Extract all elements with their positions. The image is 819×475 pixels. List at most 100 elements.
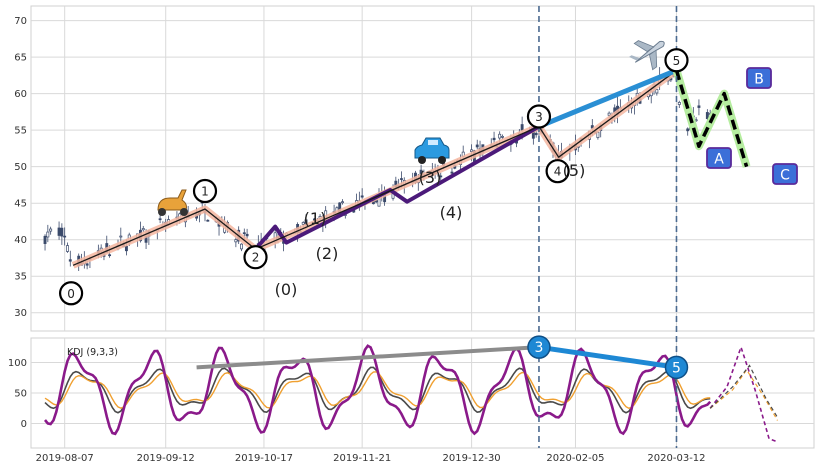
car-wheel (438, 156, 446, 164)
wave-circle-3 (526, 104, 552, 129)
subwave-label: (5) (563, 161, 586, 180)
correction-label-A: A (714, 152, 724, 168)
x-tick-label: 2019-12-30 (443, 453, 501, 464)
correction-label-C: C (780, 168, 790, 184)
candle-body (470, 149, 474, 152)
candle-body (85, 263, 89, 266)
kdj-lines (43, 344, 779, 443)
price-y-tick-label: 35 (14, 272, 27, 283)
wave-circle-1 (192, 178, 218, 204)
price-y-tick-label: 40 (14, 235, 27, 246)
candle-body (360, 195, 364, 198)
price-y-tick-label: 55 (14, 126, 27, 137)
wave-label-3: 3 (535, 110, 543, 124)
subwave-label: (3) (419, 168, 442, 187)
scooter-wheel (158, 208, 166, 216)
candle-body (119, 235, 123, 238)
candle-body (450, 171, 454, 174)
wave-circle-0 (58, 281, 84, 306)
candle-body (439, 175, 443, 178)
car-wheel (418, 156, 426, 164)
wave-circle-4 (545, 159, 570, 184)
wave-label-4: 4 (554, 165, 562, 179)
wave-circle-5 (664, 48, 689, 73)
kdj-y-tick-label: 100 (8, 358, 27, 369)
correction-box-C (772, 163, 798, 185)
candle-body (240, 243, 243, 250)
subwave-label: (4) (440, 203, 463, 222)
wave-labels: 0 1 2 3 4 5 (0) (1) (2) (3) (4) (5) A B C 3 5 (58, 48, 798, 380)
subwave-label: (1) (304, 209, 327, 228)
airplane-fuselage (634, 40, 665, 63)
candle-body (697, 105, 701, 108)
kdj-marker-5 (664, 355, 689, 380)
candle-body (57, 227, 61, 236)
candle-body (66, 245, 69, 252)
icons (157, 40, 665, 216)
candle-body (234, 239, 238, 243)
price-y-tick-label: 65 (14, 53, 27, 64)
scooter-body (157, 189, 187, 211)
candle-body (498, 133, 502, 139)
candle-body (141, 228, 145, 231)
correction-label-B: B (754, 72, 764, 88)
wave-label-1: 1 (201, 185, 209, 199)
subwave-label: (2) (316, 244, 339, 263)
candle-body (158, 218, 162, 221)
price-y-tick-label: 45 (14, 199, 27, 210)
correction-box-A (706, 147, 732, 169)
trend-line-3-5 (536, 67, 679, 129)
correction-line (674, 69, 749, 168)
price-y-ticks: 30 35 40 45 50 55 60 65 70 (14, 16, 27, 319)
wave-overlays (71, 67, 751, 269)
candle-body (705, 112, 709, 120)
scooter-icon (157, 189, 188, 216)
candle-body (63, 235, 67, 238)
candle-body (245, 233, 249, 237)
kdj-3-5-line (538, 344, 677, 370)
kdj-divergence-line (196, 345, 540, 370)
car-window (428, 140, 438, 145)
kdj-J-forecast (709, 344, 778, 443)
candle-body (46, 231, 50, 238)
x-axis-ticks: 2019-08-07 2019-09-12 2019-10-17 2019-11-21… (36, 453, 706, 464)
candle-body (206, 219, 210, 222)
candle-body (49, 228, 53, 232)
price-y-tick-label: 70 (14, 16, 27, 27)
kdj-y-tick-label: 0 (21, 419, 27, 430)
x-tick-label: 2019-10-17 (235, 453, 293, 464)
vertical-markers (538, 6, 678, 448)
candle-body (520, 124, 524, 131)
x-tick-label: 2019-11-21 (333, 453, 391, 464)
candle-body (686, 128, 690, 132)
kdj-legend: KDJ (9,3,3) (67, 347, 118, 358)
subwave-label: (0) (275, 280, 298, 299)
candle-body (301, 222, 305, 225)
grid-lines (31, 6, 814, 448)
kdj-y-tick-label: 50 (14, 389, 27, 400)
wave-circle-2 (243, 245, 268, 270)
candle-body (475, 144, 479, 148)
candle-body (534, 132, 538, 136)
candle-body (655, 89, 659, 94)
kdj-K-forecast (709, 364, 779, 418)
kdj-y-ticks: 0 50 100 (8, 358, 27, 430)
x-tick-label: 2019-08-07 (36, 453, 94, 464)
airplane-tail (629, 55, 640, 61)
scooter-wheel (180, 208, 188, 216)
price-y-tick-label: 30 (14, 308, 27, 319)
wave-line (72, 69, 677, 266)
candle-body (341, 201, 344, 204)
subwave-line (253, 124, 540, 251)
airplane-wings (633, 40, 658, 71)
price-y-tick-label: 60 (14, 89, 27, 100)
candle-body (400, 178, 403, 180)
candle-body (492, 137, 496, 141)
car-body (414, 137, 450, 159)
wave-label-0: 0 (67, 287, 75, 301)
candle-body (124, 245, 128, 252)
candle-body (60, 227, 64, 237)
wave-label-2: 2 (252, 251, 260, 265)
